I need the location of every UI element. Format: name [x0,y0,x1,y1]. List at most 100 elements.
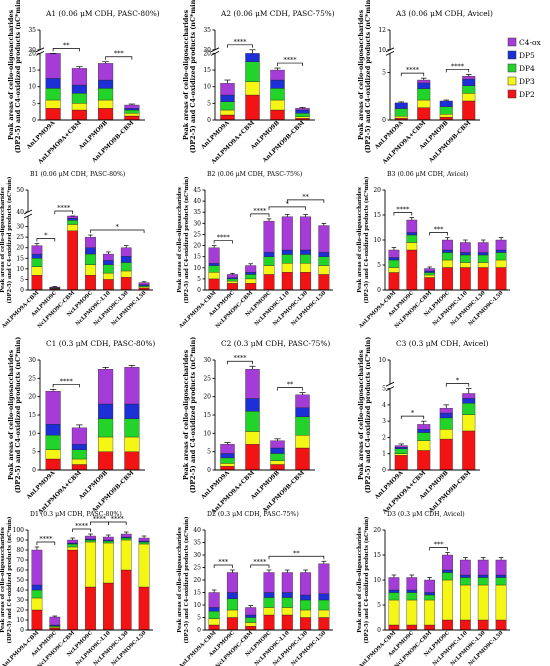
bar-segment-dp3 [406,242,418,251]
y-tick-label: 15 [373,552,381,559]
bar-segment-c4-ox [424,579,435,593]
category-label: AnLPMO9B-CBM [428,120,473,165]
bar-segment-dp4 [245,274,257,280]
bar-segment-dp5 [295,109,310,114]
y-tick-label: 20 [28,50,36,57]
bar-segment-dp3 [85,264,96,276]
y-tick-label: 100 [13,527,25,534]
bar-segment-dp5 [424,592,435,596]
bar-segment-dp3 [45,449,61,460]
bar-segment-c4-ox [406,577,418,591]
bar-segment-dp3 [442,259,453,268]
bar-segment-dp2 [103,279,114,291]
bar-segment-dp4 [442,572,453,581]
bar-segment-dp5 [245,53,260,62]
legend-swatch [507,50,517,60]
significance-bracket [429,232,448,236]
panel-c3: C3 (0.3 μM CDH, Avicel)AnLPMO9AAnLPMO9A+… [357,337,489,516]
bar-segment-dp4 [124,109,140,114]
significance-bracket [36,238,56,242]
y-tick-label: 30 [193,552,201,559]
bar-segment-dp2 [245,626,257,631]
bar-segment-dp3 [103,542,114,584]
bar-segment-c4-ox [124,367,140,405]
panel-title: C1 (0.3 μM CDH, PASC-80%) [46,339,155,348]
bar-segment-dp3 [417,99,431,108]
bar-segment-dp2 [120,277,132,291]
bar-segment-dp3 [124,436,140,452]
significance-label: **** [75,522,89,530]
significance-label: *** [114,50,125,58]
y-tick-label: 20 [203,394,211,401]
significance-bracket [393,212,413,216]
bar-segment-dp5 [388,589,400,593]
bar-segment-c4-ox [388,577,400,591]
significance-label: **** [93,515,107,523]
significance-label: * [286,200,290,208]
y-axis-title-line2: (DP2-5) and C4-oxidized products (nC*min… [189,0,197,153]
y-tick-label: 0 [207,117,211,124]
bar-segment-dp3 [98,99,114,109]
category-label: NcLPMO9C-L30 [272,630,309,666]
y-tick-label: 10 [16,617,24,624]
category-label: AnLPMO9B-CBM [261,120,306,165]
bar-segment-dp4 [103,264,114,274]
bar-segment-dp2 [460,619,471,631]
bar-segment-dp2 [417,107,431,121]
bar-segment-c4-ox [263,220,275,253]
y-axis-title-line2: (DP2-5) and C4-oxidized products (nC*min… [189,337,197,493]
bar-segment-dp2 [281,614,293,631]
bar-segment-dp5 [460,574,471,578]
bar-segment-dp5 [281,592,293,598]
bar-segment-c4-ox [477,559,489,576]
bar-segment-c4-ox [31,245,43,255]
bar-segment-dp5 [300,249,312,255]
bar-segment-c4-ox [442,239,453,251]
bar-segment-dp4 [406,234,418,243]
bar-segment-dp2 [300,272,312,291]
y-tick-label: 10 [16,266,24,273]
bar-segment-dp3 [31,597,43,611]
bar-segment-dp2 [477,267,489,291]
bar-segment-dp5 [120,255,132,263]
bar-segment-dp3 [439,429,453,440]
panel-a3: A3 (0.06 μM CDH, Avicel)AnLPMO9AAnLPMO9A… [357,0,493,166]
bar-segment-dp3 [477,262,489,268]
y-tick-label: 5 [207,100,211,107]
bar-segment-dp4 [245,411,260,432]
bar-segment-dp3 [67,546,78,551]
bar-segment-dp4 [85,539,96,543]
bar-segment-c4-ox [124,104,140,109]
significance-bracket [268,206,306,210]
y-tick-label: 15 [28,67,36,74]
significance-label: **** [234,38,248,46]
bar-segment-dp4 [245,617,257,623]
bar-segment-dp3 [406,599,418,626]
bar-segment-dp4 [208,611,220,619]
bar-segment-dp4 [263,256,275,266]
significance-bracket [52,383,80,388]
bar-segment-dp5 [103,260,114,265]
bar-segment-dp5 [406,232,418,236]
legend-swatch [507,89,517,99]
bar-segment-dp3 [245,278,257,284]
bar-segment-dp2 [417,450,431,471]
bar-segment-dp4 [495,577,507,586]
y-tick-label: 12 [378,27,386,34]
bar-segment-c4-ox [442,554,453,571]
bar-segment-dp4 [45,434,61,451]
y-tick-label: 90 [16,537,24,544]
y-tick-label: 2 [382,434,386,441]
bar-segment-dp5 [270,447,285,454]
y-tick-label: 25 [193,565,201,572]
bar-segment-c4-ox [318,563,330,594]
bar-segment-dp3 [281,607,293,616]
panel-title: B1 (0.06 μM CDH, PASC-80%) [30,171,125,178]
y-tick-label: 35 [193,209,201,216]
panel-b3: B3 (0.06 μM CDH, Avicel)AnLPMO9A-CBMAnLP… [357,171,510,330]
y-tick-label: 40 [193,198,201,205]
bar-segment-dp5 [270,79,285,89]
y-tick-label: 20 [193,577,201,584]
y-tick-label: 3 [382,418,386,425]
bar-segment-dp3 [495,584,507,621]
